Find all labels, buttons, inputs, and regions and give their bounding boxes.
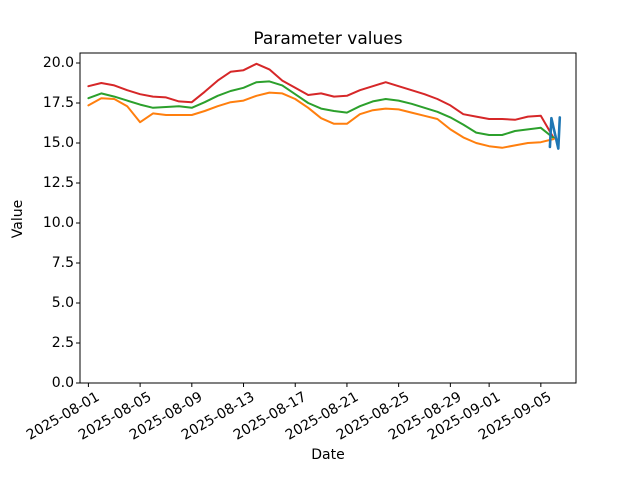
series-green-line (87, 80, 555, 140)
y-tick-label: 5.0 (51, 295, 74, 311)
y-tick-label: 15.0 (42, 135, 74, 151)
y-tick-label: 17.5 (42, 95, 74, 111)
y-tick-label: 7.5 (51, 255, 74, 271)
y-axis-label: Value (10, 199, 26, 239)
chart-title: Parameter values (253, 29, 403, 49)
series-blue-line (548, 116, 562, 150)
series-red-line (87, 62, 555, 140)
y-tick-label: 2.5 (51, 335, 74, 351)
x-axis-label: Date (311, 447, 345, 463)
series-orange-line (87, 91, 555, 149)
y-tick-label: 10.0 (42, 215, 74, 231)
axes-spines (79, 52, 577, 384)
y-tick-label: 0.0 (51, 375, 74, 391)
y-tick-label: 12.5 (42, 175, 74, 191)
y-tick-label: 20.0 (42, 55, 74, 71)
